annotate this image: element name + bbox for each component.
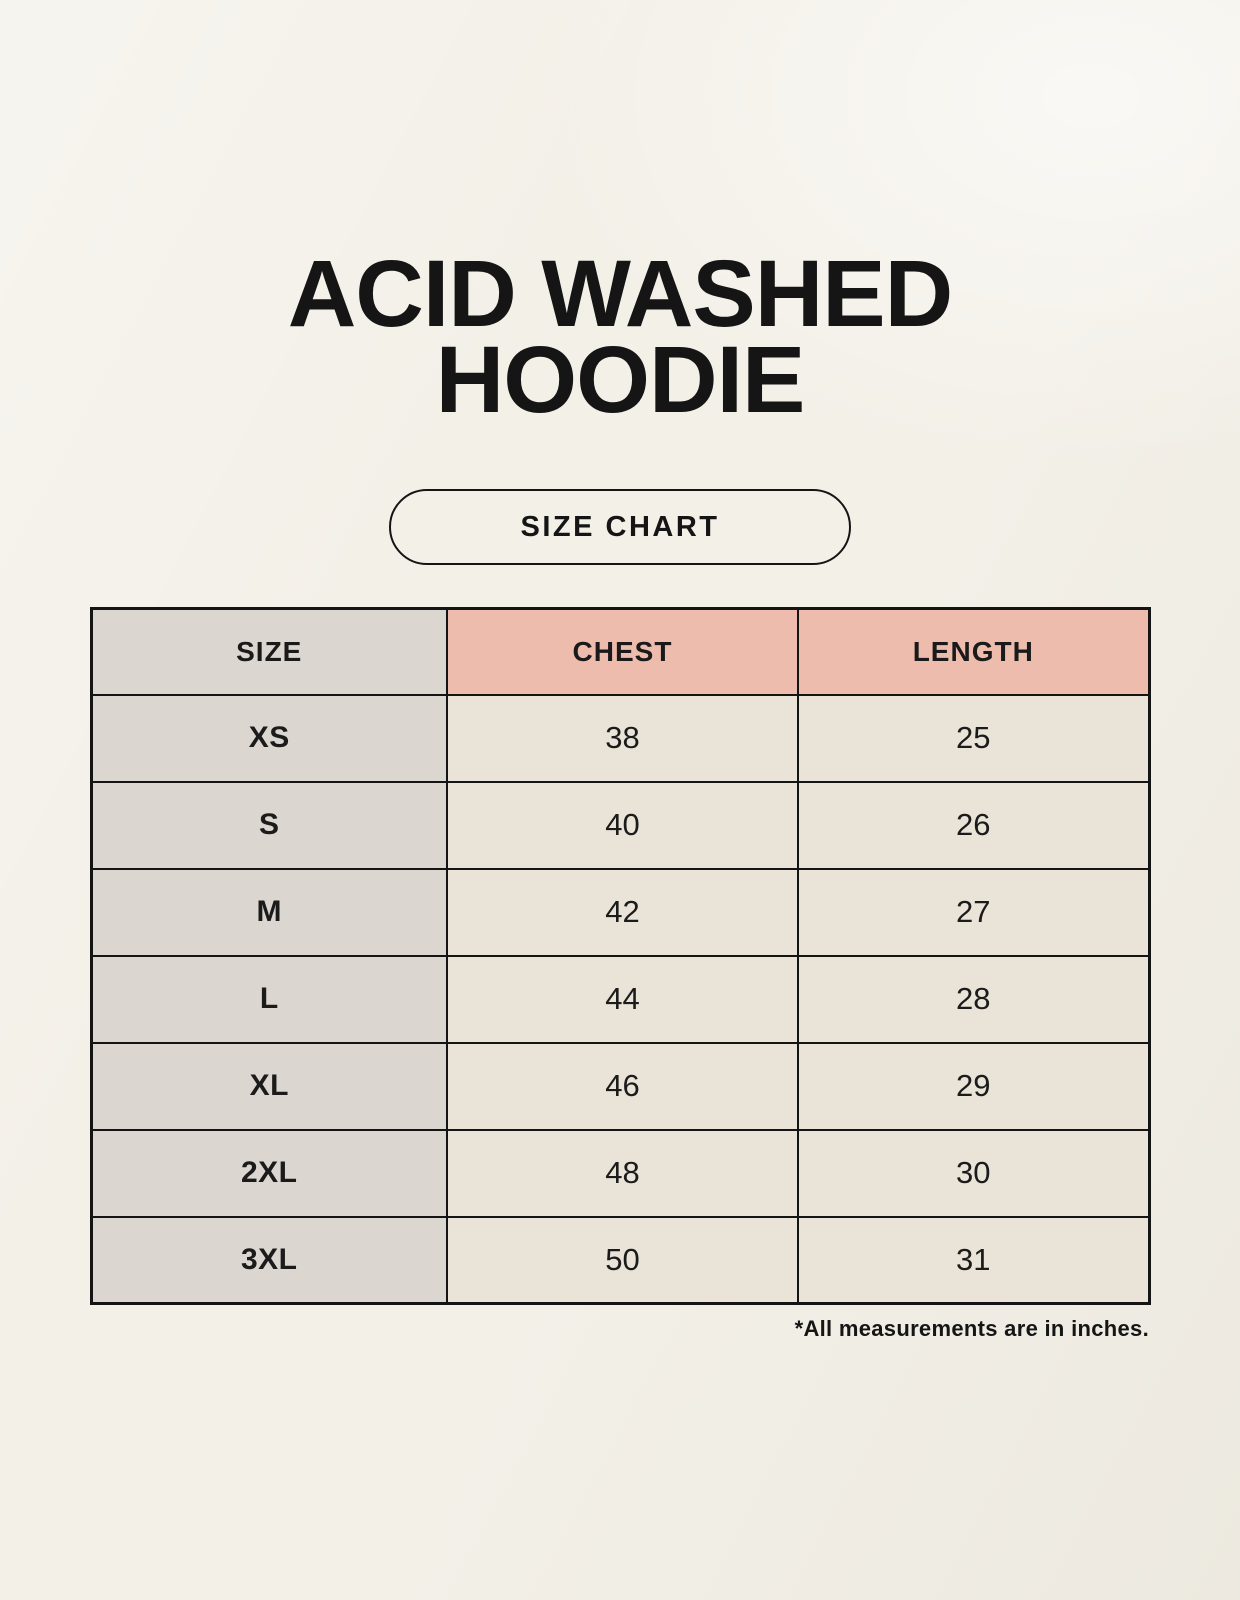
table-header-row: SIZE CHEST LENGTH: [90, 607, 1150, 696]
table-row-s: S 40 26: [90, 780, 1150, 870]
length-value: 25: [797, 693, 1150, 783]
size-label: XL: [90, 1041, 448, 1131]
size-label: 3XL: [90, 1215, 448, 1305]
column-header-chest: CHEST: [446, 607, 799, 696]
measurements-footnote: *All measurements are in inches.: [794, 1316, 1149, 1341]
length-value: 28: [797, 954, 1150, 1044]
size-chart-badge[interactable]: SIZE CHART: [389, 489, 851, 565]
size-label: S: [90, 780, 448, 870]
table-row-l: L 44 28: [90, 954, 1150, 1044]
length-value: 26: [797, 780, 1150, 870]
length-value: 30: [797, 1128, 1150, 1218]
column-header-length: LENGTH: [797, 607, 1150, 696]
chest-value: 48: [446, 1128, 799, 1218]
chest-value: 46: [446, 1041, 799, 1131]
length-value: 31: [797, 1215, 1150, 1305]
page-title-line-1: ACID WASHED: [287, 241, 954, 347]
table-row-2xl: 2XL 48 30: [90, 1128, 1150, 1218]
table-row-3xl: 3XL 50 31: [90, 1215, 1150, 1305]
size-chart-badge-label: SIZE CHART: [520, 510, 720, 543]
length-value: 27: [797, 867, 1150, 957]
table-row-xs: XS 38 25: [90, 693, 1150, 783]
chest-value: 40: [446, 780, 799, 870]
size-label: XS: [90, 693, 448, 783]
size-label: L: [90, 954, 448, 1044]
size-label: M: [90, 867, 448, 957]
length-value: 29: [797, 1041, 1150, 1131]
size-chart-table: SIZE CHEST LENGTH XS 38 25 S 40 26 M 42 …: [89, 607, 1151, 1305]
size-label: 2XL: [90, 1128, 448, 1218]
page-title: ACID WASHED HOODIE: [0, 0, 1240, 428]
chest-value: 42: [446, 867, 799, 957]
chest-value: 38: [446, 693, 799, 783]
column-header-size: SIZE: [90, 607, 448, 696]
chest-value: 44: [446, 954, 799, 1044]
page-title-line-2: HOODIE: [435, 326, 806, 433]
table-row-m: M 42 27: [90, 867, 1150, 957]
table-row-xl: XL 46 29: [90, 1041, 1150, 1131]
chest-value: 50: [446, 1215, 799, 1305]
